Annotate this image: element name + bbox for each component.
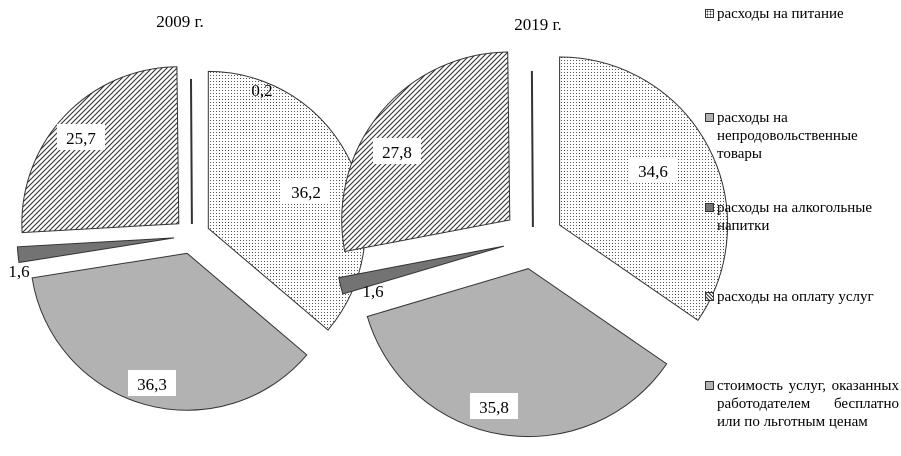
legend-item-employer: стоимость услуг, оказанных работодателем…	[705, 377, 899, 431]
data-label-employer: 0,2	[251, 81, 272, 100]
slice-food	[559, 56, 728, 321]
svg-text:1,6: 1,6	[362, 282, 383, 301]
legend-label: расходы на питание	[717, 6, 844, 22]
slice-services	[341, 51, 511, 253]
data-label-services: 27,8	[373, 138, 421, 164]
svg-text:35,8: 35,8	[479, 398, 509, 417]
chart-title-2009: 2009 г.	[156, 12, 204, 31]
slice-nonfood	[366, 268, 668, 438]
svg-text:1,6: 1,6	[8, 262, 29, 281]
legend-swatch-gray	[705, 113, 714, 122]
legend-swatch-dark	[705, 203, 714, 212]
chart-title-2019: 2019 г.	[514, 15, 562, 34]
svg-text:34,6: 34,6	[638, 162, 668, 181]
legend-label: стоимость услуг, оказанных работодателем…	[717, 378, 899, 430]
legend-item-nonfood: расходы на непродовольственные товары	[705, 109, 899, 163]
svg-text:0,2: 0,2	[251, 81, 272, 100]
slice-nonfood	[31, 252, 308, 411]
svg-text:27,8: 27,8	[382, 143, 412, 162]
data-label-alcohol: 1,6	[362, 282, 383, 301]
svg-text:36,3: 36,3	[137, 375, 167, 394]
legend-label: расходы на непродовольственные товары	[717, 110, 858, 162]
pie-2019: 34,6 35,8 1,6 27,8	[338, 51, 728, 438]
data-label-food: 34,6	[629, 157, 677, 183]
slice-employer	[530, 70, 534, 228]
data-label-nonfood: 35,8	[470, 393, 518, 419]
legend-label: расходы на оплату услуг	[717, 289, 874, 305]
legend-swatch-gray	[705, 381, 714, 390]
pie-2009: 36,2 36,3 1,6 25,7 0,2	[8, 66, 366, 411]
legend-item-services: расходы на оплату услуг	[705, 288, 899, 306]
data-label-food: 36,2	[282, 178, 330, 204]
svg-text:36,2: 36,2	[291, 183, 321, 202]
legend-swatch-hatch	[705, 292, 714, 301]
slice-alcohol	[16, 237, 175, 264]
legend-item-food: расходы на питание	[705, 5, 899, 23]
legend-item-alcohol: расходы на алкогольные напитки	[705, 199, 899, 235]
svg-text:25,7: 25,7	[66, 129, 96, 148]
data-label-services: 25,7	[57, 124, 105, 150]
slice-alcohol	[338, 245, 505, 295]
legend-label: расходы на алкогольные напитки	[717, 200, 872, 234]
data-label-alcohol: 1,6	[8, 262, 29, 281]
slice-employer	[190, 78, 193, 225]
legend-swatch-dots	[705, 9, 714, 18]
data-label-nonfood: 36,3	[128, 370, 176, 396]
